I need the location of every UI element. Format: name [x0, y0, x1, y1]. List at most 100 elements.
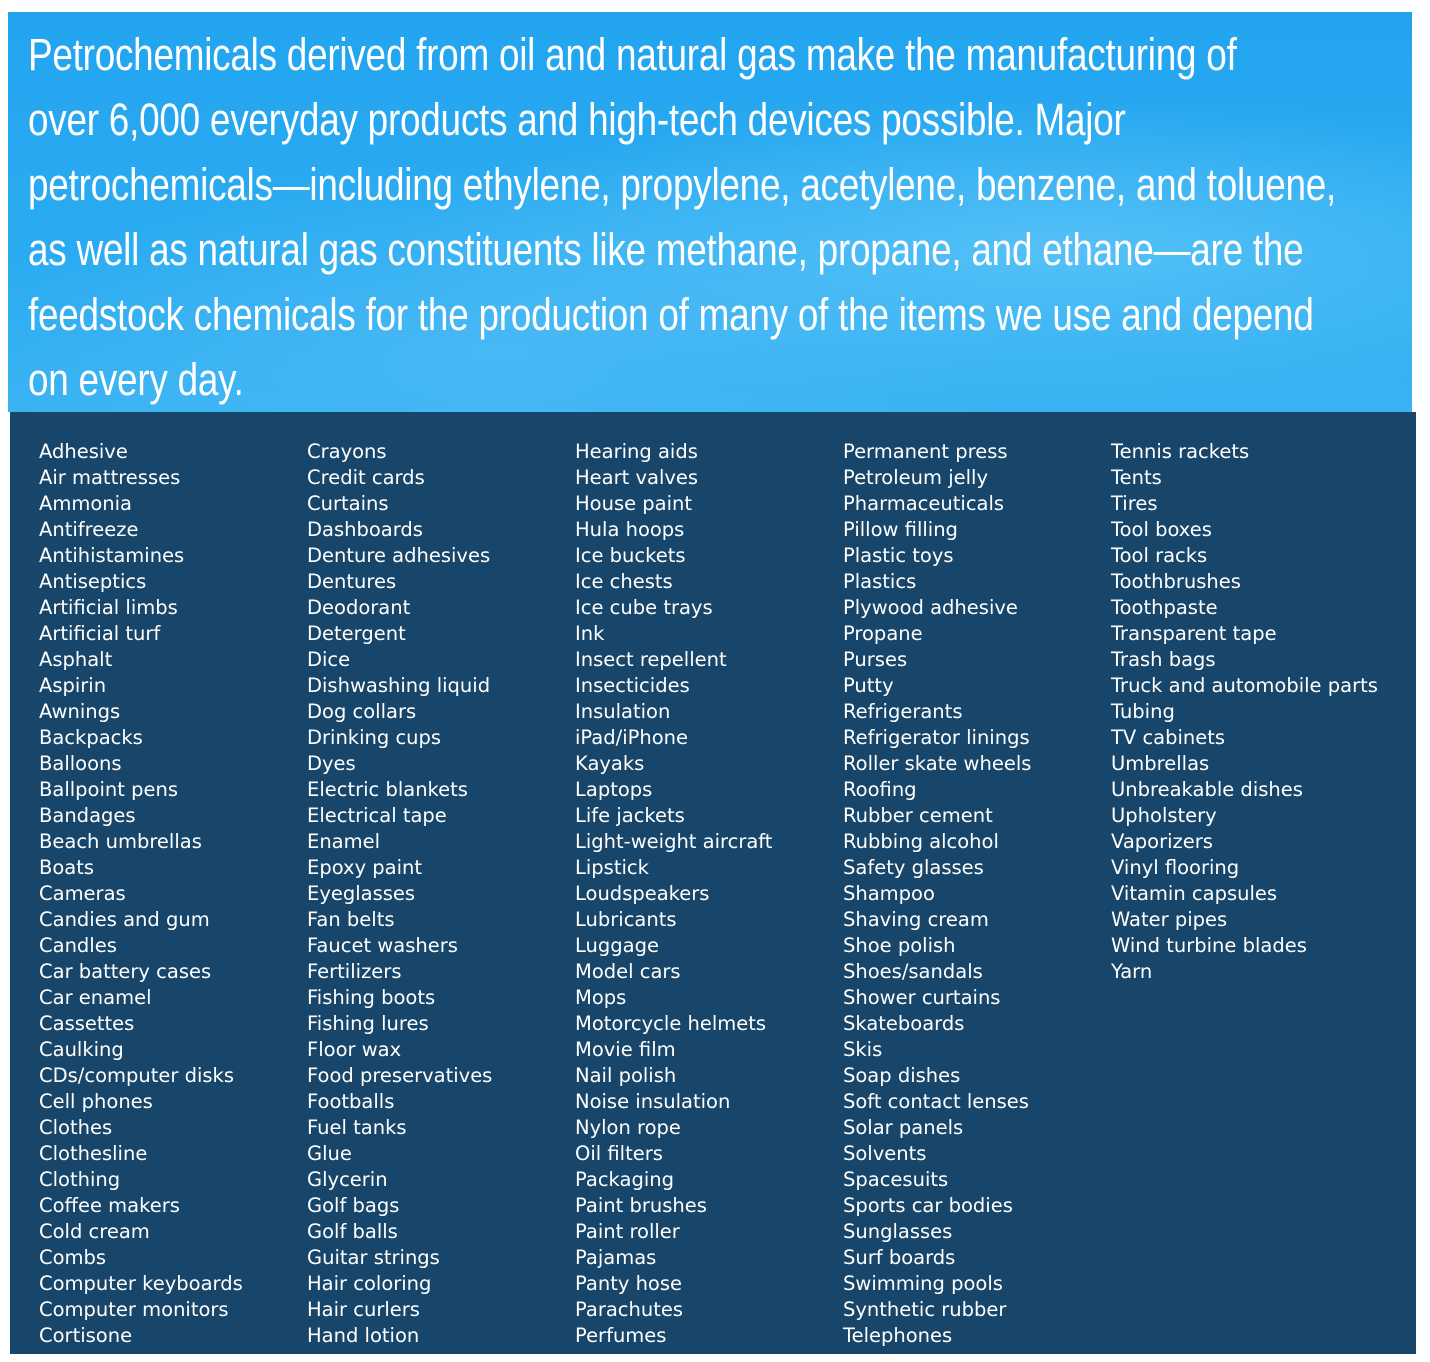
list-item: Pillow filling [843, 518, 958, 541]
list-item: Credit cards [307, 466, 425, 489]
list-item: Antihistamines [39, 544, 185, 567]
list-item: Ink [575, 622, 605, 645]
list-item: iPad/iPhone [575, 726, 689, 749]
list-item: Tubing [1111, 700, 1175, 723]
list-item: Refrigerator linings [843, 726, 1030, 749]
list-item: Transparent tape [1111, 622, 1277, 645]
list-item: Ice buckets [575, 544, 686, 567]
list-item: Loudspeakers [575, 882, 710, 905]
list-item: Truck and automobile parts [1111, 674, 1378, 697]
product-column: Tennis rackets Tents Tires Tool boxes Tool r… [1111, 439, 1378, 985]
list-item: Ice chests [575, 570, 673, 593]
list-item: Paint brushes [575, 1194, 707, 1217]
list-item: Enamel [307, 830, 381, 853]
intro-line: feedstock chemicals for the production o… [28, 289, 1314, 340]
list-item: Vinyl flooring [1111, 856, 1240, 879]
list-item: Putty [843, 674, 894, 697]
list-item: Skateboards [843, 1012, 965, 1035]
list-item: Pharmaceuticals [843, 492, 1005, 515]
list-item: Car enamel [39, 986, 152, 1009]
list-item: Umbrellas [1111, 752, 1210, 775]
list-item: Skis [843, 1038, 883, 1061]
list-item: Perfumes [575, 1324, 667, 1347]
intro-banner: Petrochemicals derived from oil and natu… [8, 12, 1412, 412]
list-item: Shampoo [843, 882, 935, 905]
list-item: Hand lotion [307, 1324, 420, 1347]
list-item: Antiseptics [39, 570, 147, 593]
list-item: Vitamin capsules [1111, 882, 1278, 905]
list-item: Detergent [307, 622, 406, 645]
list-item: Artificial turf [39, 622, 161, 645]
list-item: Packaging [575, 1168, 674, 1191]
list-item: Cassettes [39, 1012, 135, 1035]
list-item: Tool boxes [1111, 518, 1212, 541]
list-item: Kayaks [575, 752, 645, 775]
list-item: Cell phones [39, 1090, 153, 1113]
list-item: Solvents [843, 1142, 927, 1165]
product-column: Permanent press Petroleum jelly Pharmaceut… [843, 439, 1031, 1349]
list-item: Surf boards [843, 1246, 956, 1269]
list-item: Yarn [1111, 960, 1153, 983]
list-item: Tents [1111, 466, 1162, 489]
list-item: Swimming pools [843, 1272, 1003, 1295]
list-item: Dashboards [307, 518, 423, 541]
list-item: Fishing lures [307, 1012, 429, 1035]
list-item: Candles [39, 934, 117, 957]
product-column: Adhesive Air mattresses Ammonia Antifreeze A… [39, 439, 243, 1349]
list-item: Insect repellent [575, 648, 727, 671]
list-item: Telephones [843, 1324, 953, 1347]
list-item: Ammonia [39, 492, 132, 515]
list-item: Cold cream [39, 1220, 150, 1243]
list-item: Ice cube trays [575, 596, 713, 619]
list-item: Clothing [39, 1168, 121, 1191]
list-item: Cortisone [39, 1324, 133, 1347]
list-item: Crayons [307, 440, 387, 463]
list-item: Movie film [575, 1038, 676, 1061]
list-item: Mops [575, 986, 627, 1009]
list-item: Spacesuits [843, 1168, 949, 1191]
product-column: Crayons Credit cards Curtains Dashboards Den… [307, 439, 492, 1349]
list-item: Asphalt [39, 648, 113, 671]
list-item: Panty hose [575, 1272, 683, 1295]
list-item: Electrical tape [307, 804, 447, 827]
list-item: Dyes [307, 752, 356, 775]
list-item: Coffee makers [39, 1194, 180, 1217]
list-item: Eyeglasses [307, 882, 416, 905]
list-item: Solar panels [843, 1116, 964, 1139]
list-item: Soap dishes [843, 1064, 961, 1087]
list-item: Dentures [307, 570, 397, 593]
list-item: Shaving cream [843, 908, 989, 931]
list-item: Plywood adhesive [843, 596, 1018, 619]
list-item: Petroleum jelly [843, 466, 988, 489]
list-item: Paint roller [575, 1220, 680, 1243]
list-item: Adhesive [39, 440, 128, 463]
list-item: TV cabinets [1111, 726, 1226, 749]
list-item: Backpacks [39, 726, 143, 749]
list-item: Dog collars [307, 700, 417, 723]
list-item: Sunglasses [843, 1220, 953, 1243]
list-item: Vaporizers [1111, 830, 1213, 853]
list-item: Plastics [843, 570, 917, 593]
list-item: Roofing [843, 778, 917, 801]
list-item: Soft contact lenses [843, 1090, 1029, 1113]
list-item: Golf bags [307, 1194, 400, 1217]
list-item: Heart valves [575, 466, 699, 489]
list-item: Ballpoint pens [39, 778, 178, 801]
list-item: Computer monitors [39, 1298, 229, 1321]
list-item: Deodorant [307, 596, 411, 619]
list-item: Shower curtains [843, 986, 1001, 1009]
list-item: Aspirin [39, 674, 107, 697]
list-item: Bandages [39, 804, 136, 827]
list-item: Antifreeze [39, 518, 139, 541]
intro-line: over 6,000 everyday products and high-te… [28, 94, 1126, 145]
list-item: Hair curlers [307, 1298, 420, 1321]
list-item: Boats [39, 856, 95, 879]
list-item: Curtains [307, 492, 389, 515]
list-item: Clothesline [39, 1142, 148, 1165]
list-item: Toothpaste [1111, 596, 1218, 619]
list-item: Footballs [307, 1090, 395, 1113]
list-item: Glycerin [307, 1168, 388, 1191]
list-item: Model cars [575, 960, 681, 983]
list-item: Fertilizers [307, 960, 402, 983]
intro-line: Petrochemicals derived from oil and natu… [28, 29, 1237, 80]
